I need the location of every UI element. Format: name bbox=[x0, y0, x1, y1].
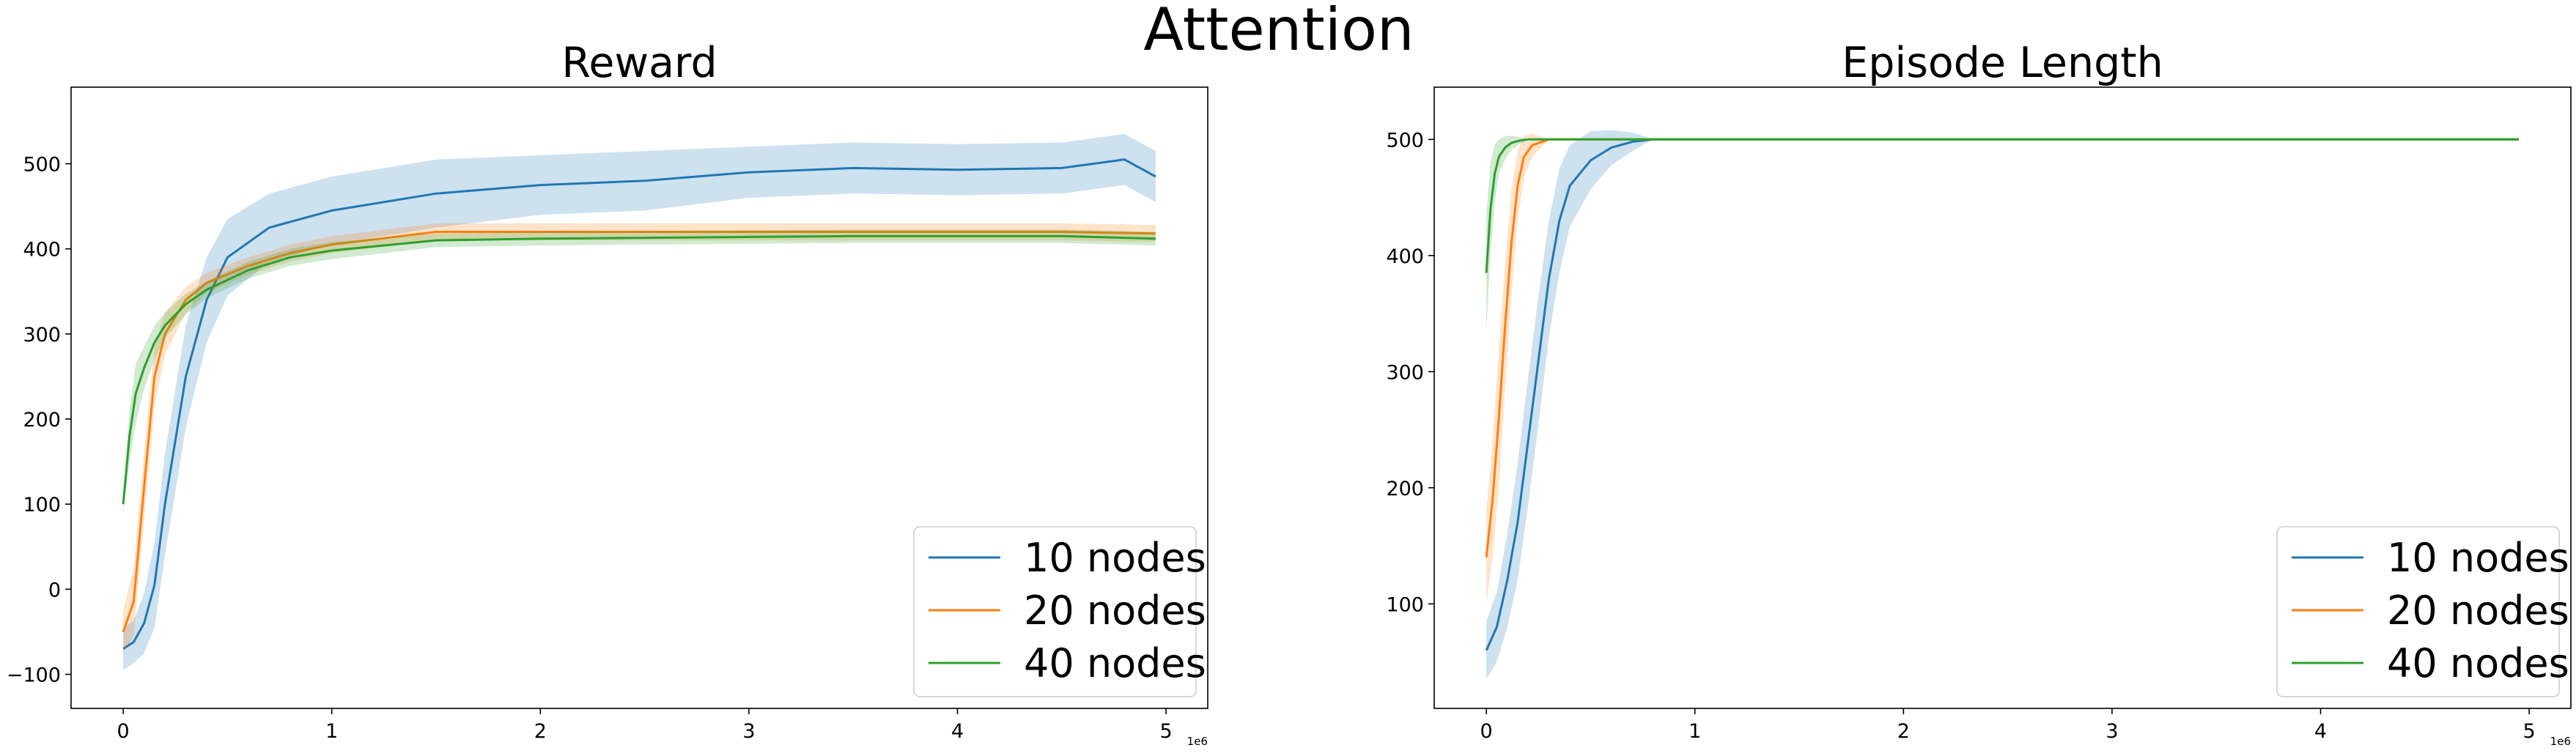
plot-frame bbox=[1433, 86, 2572, 709]
x-tick-label: 3 bbox=[2106, 720, 2118, 743]
y-tick-label: 500 bbox=[1386, 129, 1424, 152]
legend-label-10-nodes: 10 nodes bbox=[2387, 535, 2569, 581]
y-tick-label: 300 bbox=[1386, 361, 1424, 384]
x-tick-label: 2 bbox=[1897, 720, 1910, 743]
x-offset-label: 1e6 bbox=[1187, 735, 1208, 748]
legend-label-20-nodes: 20 nodes bbox=[2387, 588, 2569, 634]
x-tick-label: 4 bbox=[951, 720, 964, 743]
series-group bbox=[122, 133, 1156, 670]
x-tick-label: 3 bbox=[742, 720, 755, 743]
legend-label-40-nodes: 40 nodes bbox=[1024, 640, 1206, 686]
y-tick-label: 200 bbox=[1386, 478, 1424, 500]
legend-box bbox=[2276, 526, 2560, 697]
band-40-nodes bbox=[1486, 136, 2519, 331]
band-10-nodes bbox=[123, 133, 1156, 670]
x-tick-label: 1 bbox=[325, 720, 338, 743]
y-tick-label: 500 bbox=[23, 154, 61, 177]
y-tick-label: −100 bbox=[7, 664, 61, 687]
chart-title: Episode Length bbox=[1842, 39, 2163, 87]
x-tick-label: 2 bbox=[534, 720, 547, 743]
series-group bbox=[1485, 130, 2519, 680]
x-tick-label: 5 bbox=[1159, 720, 1172, 743]
band-10-nodes bbox=[1486, 130, 2519, 680]
legend-label-40-nodes: 40 nodes bbox=[2387, 640, 2569, 686]
y-tick-label: 400 bbox=[23, 239, 61, 262]
band-40-nodes bbox=[123, 229, 1156, 513]
y-tick-label: 100 bbox=[1386, 593, 1424, 616]
legend-label-10-nodes: 10 nodes bbox=[1024, 535, 1206, 581]
x-tick-label: 5 bbox=[2523, 720, 2535, 743]
x-tick-label: 0 bbox=[1480, 720, 1493, 743]
y-tick-label: 300 bbox=[23, 324, 61, 346]
band-20-nodes bbox=[123, 223, 1156, 653]
legend-label-20-nodes: 20 nodes bbox=[1024, 588, 1206, 634]
y-tick-label: 400 bbox=[1386, 245, 1424, 268]
line-40-nodes bbox=[1485, 138, 2519, 273]
x-tick-label: 1 bbox=[1689, 720, 1701, 743]
chart-title: Reward bbox=[561, 39, 717, 87]
y-tick-label: 100 bbox=[23, 494, 61, 516]
y-tick-label: 0 bbox=[48, 579, 61, 601]
figure-suptitle: Attention bbox=[1143, 0, 1414, 64]
line-40-nodes bbox=[122, 234, 1156, 505]
plot-frame bbox=[70, 86, 1208, 709]
line-20-nodes bbox=[122, 231, 1156, 632]
line-10-nodes bbox=[122, 158, 1156, 650]
x-tick-label: 4 bbox=[2314, 720, 2327, 743]
x-offset-label: 1e6 bbox=[2550, 735, 2571, 748]
legend-box bbox=[913, 526, 1197, 697]
episode-length-chart: Episode Length 0 1 2 3 4 5 100 200 300 400 500 1e6 10… bbox=[1386, 39, 2572, 748]
line-20-nodes bbox=[1485, 138, 2519, 558]
reward-chart: Reward 0 1 2 3 4 5 −100 0 100 200 300 400 500 1e6 10 no… bbox=[7, 39, 1208, 748]
x-tick-label: 0 bbox=[117, 720, 130, 743]
y-tick-label: 200 bbox=[23, 409, 61, 431]
